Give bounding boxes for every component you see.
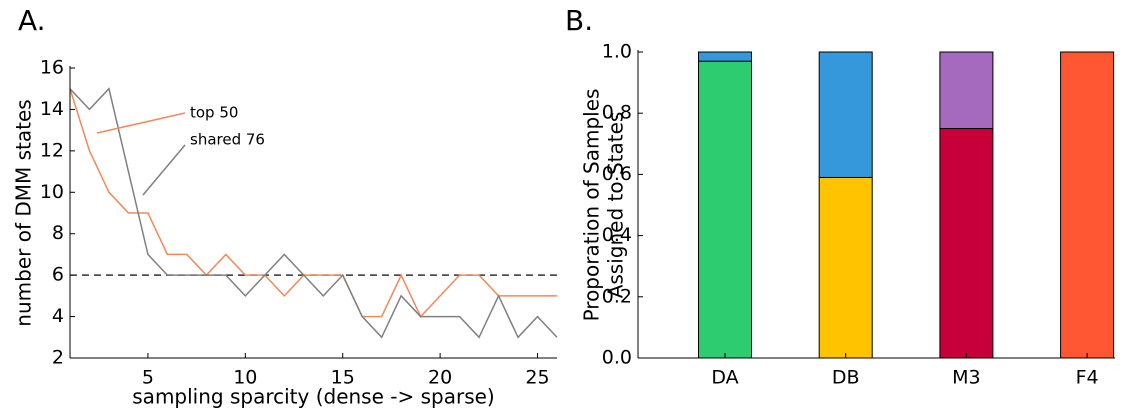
bar-segment <box>939 128 994 359</box>
x-tick-label: 5 <box>142 367 154 389</box>
bar-segment <box>818 176 873 359</box>
panel-label: A. <box>18 4 46 37</box>
x-tick-label: F4 <box>1076 367 1099 389</box>
annotation-leader <box>96 112 186 134</box>
legend-label: shared 76 <box>190 131 265 149</box>
y-tick-label: 0.6 <box>602 163 632 185</box>
x-tick-label: 25 <box>525 367 549 389</box>
y-tick-label: 8 <box>52 222 64 244</box>
data-line <box>69 87 558 339</box>
bar-segment <box>698 51 752 62</box>
x-tick-label: M3 <box>952 367 980 389</box>
y-tick-label: 6 <box>52 264 64 286</box>
y-tick-label: 0.2 <box>602 285 632 307</box>
legend-label: top 50 <box>190 104 238 122</box>
annotation-leader <box>142 144 186 196</box>
bar-segment <box>1060 51 1115 359</box>
x-tick-label: 20 <box>428 367 452 389</box>
y-tick-label: 0.8 <box>602 102 632 124</box>
bar-segment <box>698 60 752 359</box>
y-tick-label: 1.0 <box>602 41 632 63</box>
y-tick-label: 14 <box>40 98 64 120</box>
y-tick-label: 0.4 <box>602 224 632 246</box>
x-axis-label: sampling sparcity (dense -> sparse) <box>132 385 494 409</box>
y-tick-label: 0.0 <box>602 347 632 369</box>
x-tick-label: DA <box>711 367 738 389</box>
y-axis-label: Proporation of Samples <box>580 89 604 322</box>
bar-segment <box>939 51 994 129</box>
data-line <box>69 88 557 318</box>
y-tick-label: 12 <box>40 139 64 161</box>
x-tick-label: 15 <box>331 367 355 389</box>
y-tick-label: 16 <box>40 57 64 79</box>
bar-segment <box>818 51 873 178</box>
y-tick-label: 10 <box>40 181 64 203</box>
x-tick-label: 10 <box>233 367 257 389</box>
y-tick-label: 4 <box>52 305 64 327</box>
y-tick-label: 2 <box>52 347 64 369</box>
y-axis-label: Assigned to States <box>604 112 628 299</box>
panel-label: B. <box>565 4 593 37</box>
y-axis-label: number of DMM states <box>12 99 36 326</box>
x-tick-label: DB <box>832 367 860 389</box>
